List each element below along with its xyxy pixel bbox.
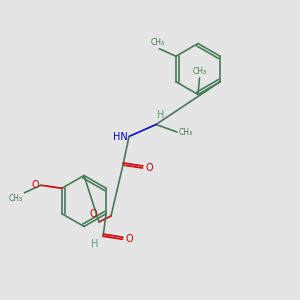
Text: CH₃: CH₃: [151, 38, 165, 47]
Text: H: H: [91, 239, 99, 249]
Text: CH₃: CH₃: [178, 128, 193, 136]
Text: O: O: [32, 180, 39, 190]
Text: CH₃: CH₃: [9, 194, 23, 203]
Text: O: O: [90, 209, 98, 219]
Text: O: O: [126, 234, 133, 244]
Text: O: O: [146, 163, 153, 173]
Text: CH₃: CH₃: [192, 68, 207, 76]
Text: HN: HN: [113, 131, 128, 142]
Text: H: H: [158, 110, 165, 120]
